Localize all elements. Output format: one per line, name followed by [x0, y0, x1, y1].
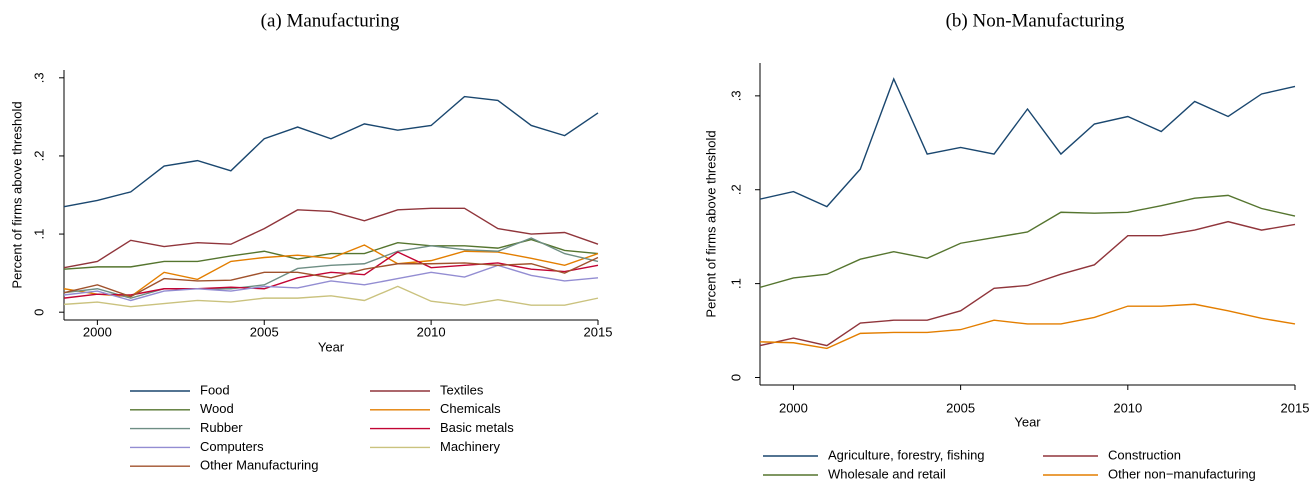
x-tick-label: 2015	[584, 324, 613, 339]
y-tick-label: .1	[31, 229, 46, 240]
series-line	[63, 285, 599, 308]
series-line	[63, 95, 599, 208]
legend-label: Construction	[1108, 447, 1181, 462]
x-tick-label: 2005	[250, 324, 279, 339]
series-line	[759, 77, 1296, 208]
legend-label: Wood	[200, 401, 234, 416]
x-tick-label: 2010	[417, 324, 446, 339]
legend-label: Agriculture, forestry, fishing	[828, 447, 985, 462]
legend-label: Food	[200, 382, 230, 397]
x-tick-label: 2005	[946, 400, 975, 415]
series-line	[759, 303, 1296, 350]
x-tick-label: 2015	[1281, 400, 1310, 415]
x-tick-label: 2000	[779, 400, 808, 415]
legend-label: Basic metals	[440, 420, 514, 435]
series-line	[63, 207, 599, 269]
y-tick-label: .3	[728, 90, 743, 101]
series-line	[759, 194, 1296, 289]
y-axis-label: Percent of firms above threshold	[703, 130, 718, 317]
x-axis-label: Year	[318, 339, 345, 354]
legend-label: Wholesale and retail	[828, 466, 946, 481]
y-tick-label: 0	[31, 309, 46, 316]
chart-title: (a) Manufacturing	[261, 10, 400, 31]
legend-label: Other non−manufacturing	[1108, 466, 1256, 481]
legend-label: Rubber	[200, 420, 243, 435]
legend-label: Computers	[200, 439, 264, 454]
series-line	[759, 220, 1296, 347]
legend-label: Chemicals	[440, 401, 501, 416]
series-line	[63, 244, 599, 298]
legend-label: Textiles	[440, 382, 484, 397]
chart-title: (b) Non-Manufacturing	[946, 10, 1125, 31]
y-tick-label: .3	[31, 72, 46, 83]
x-tick-label: 2000	[83, 324, 112, 339]
y-axis-label: Percent of firms above threshold	[9, 101, 24, 288]
y-tick-label: .2	[31, 151, 46, 162]
series-line	[63, 237, 599, 299]
x-tick-label: 2010	[1113, 400, 1142, 415]
x-axis-label: Year	[1014, 414, 1041, 429]
legend-label: Other Manufacturing	[200, 458, 319, 473]
series-line	[63, 264, 599, 302]
y-tick-label: .2	[728, 184, 743, 195]
series-line	[63, 256, 599, 298]
y-tick-label: .1	[728, 278, 743, 289]
y-tick-label: 0	[728, 374, 743, 381]
series-line	[63, 238, 599, 270]
legend-label: Machinery	[440, 439, 500, 454]
